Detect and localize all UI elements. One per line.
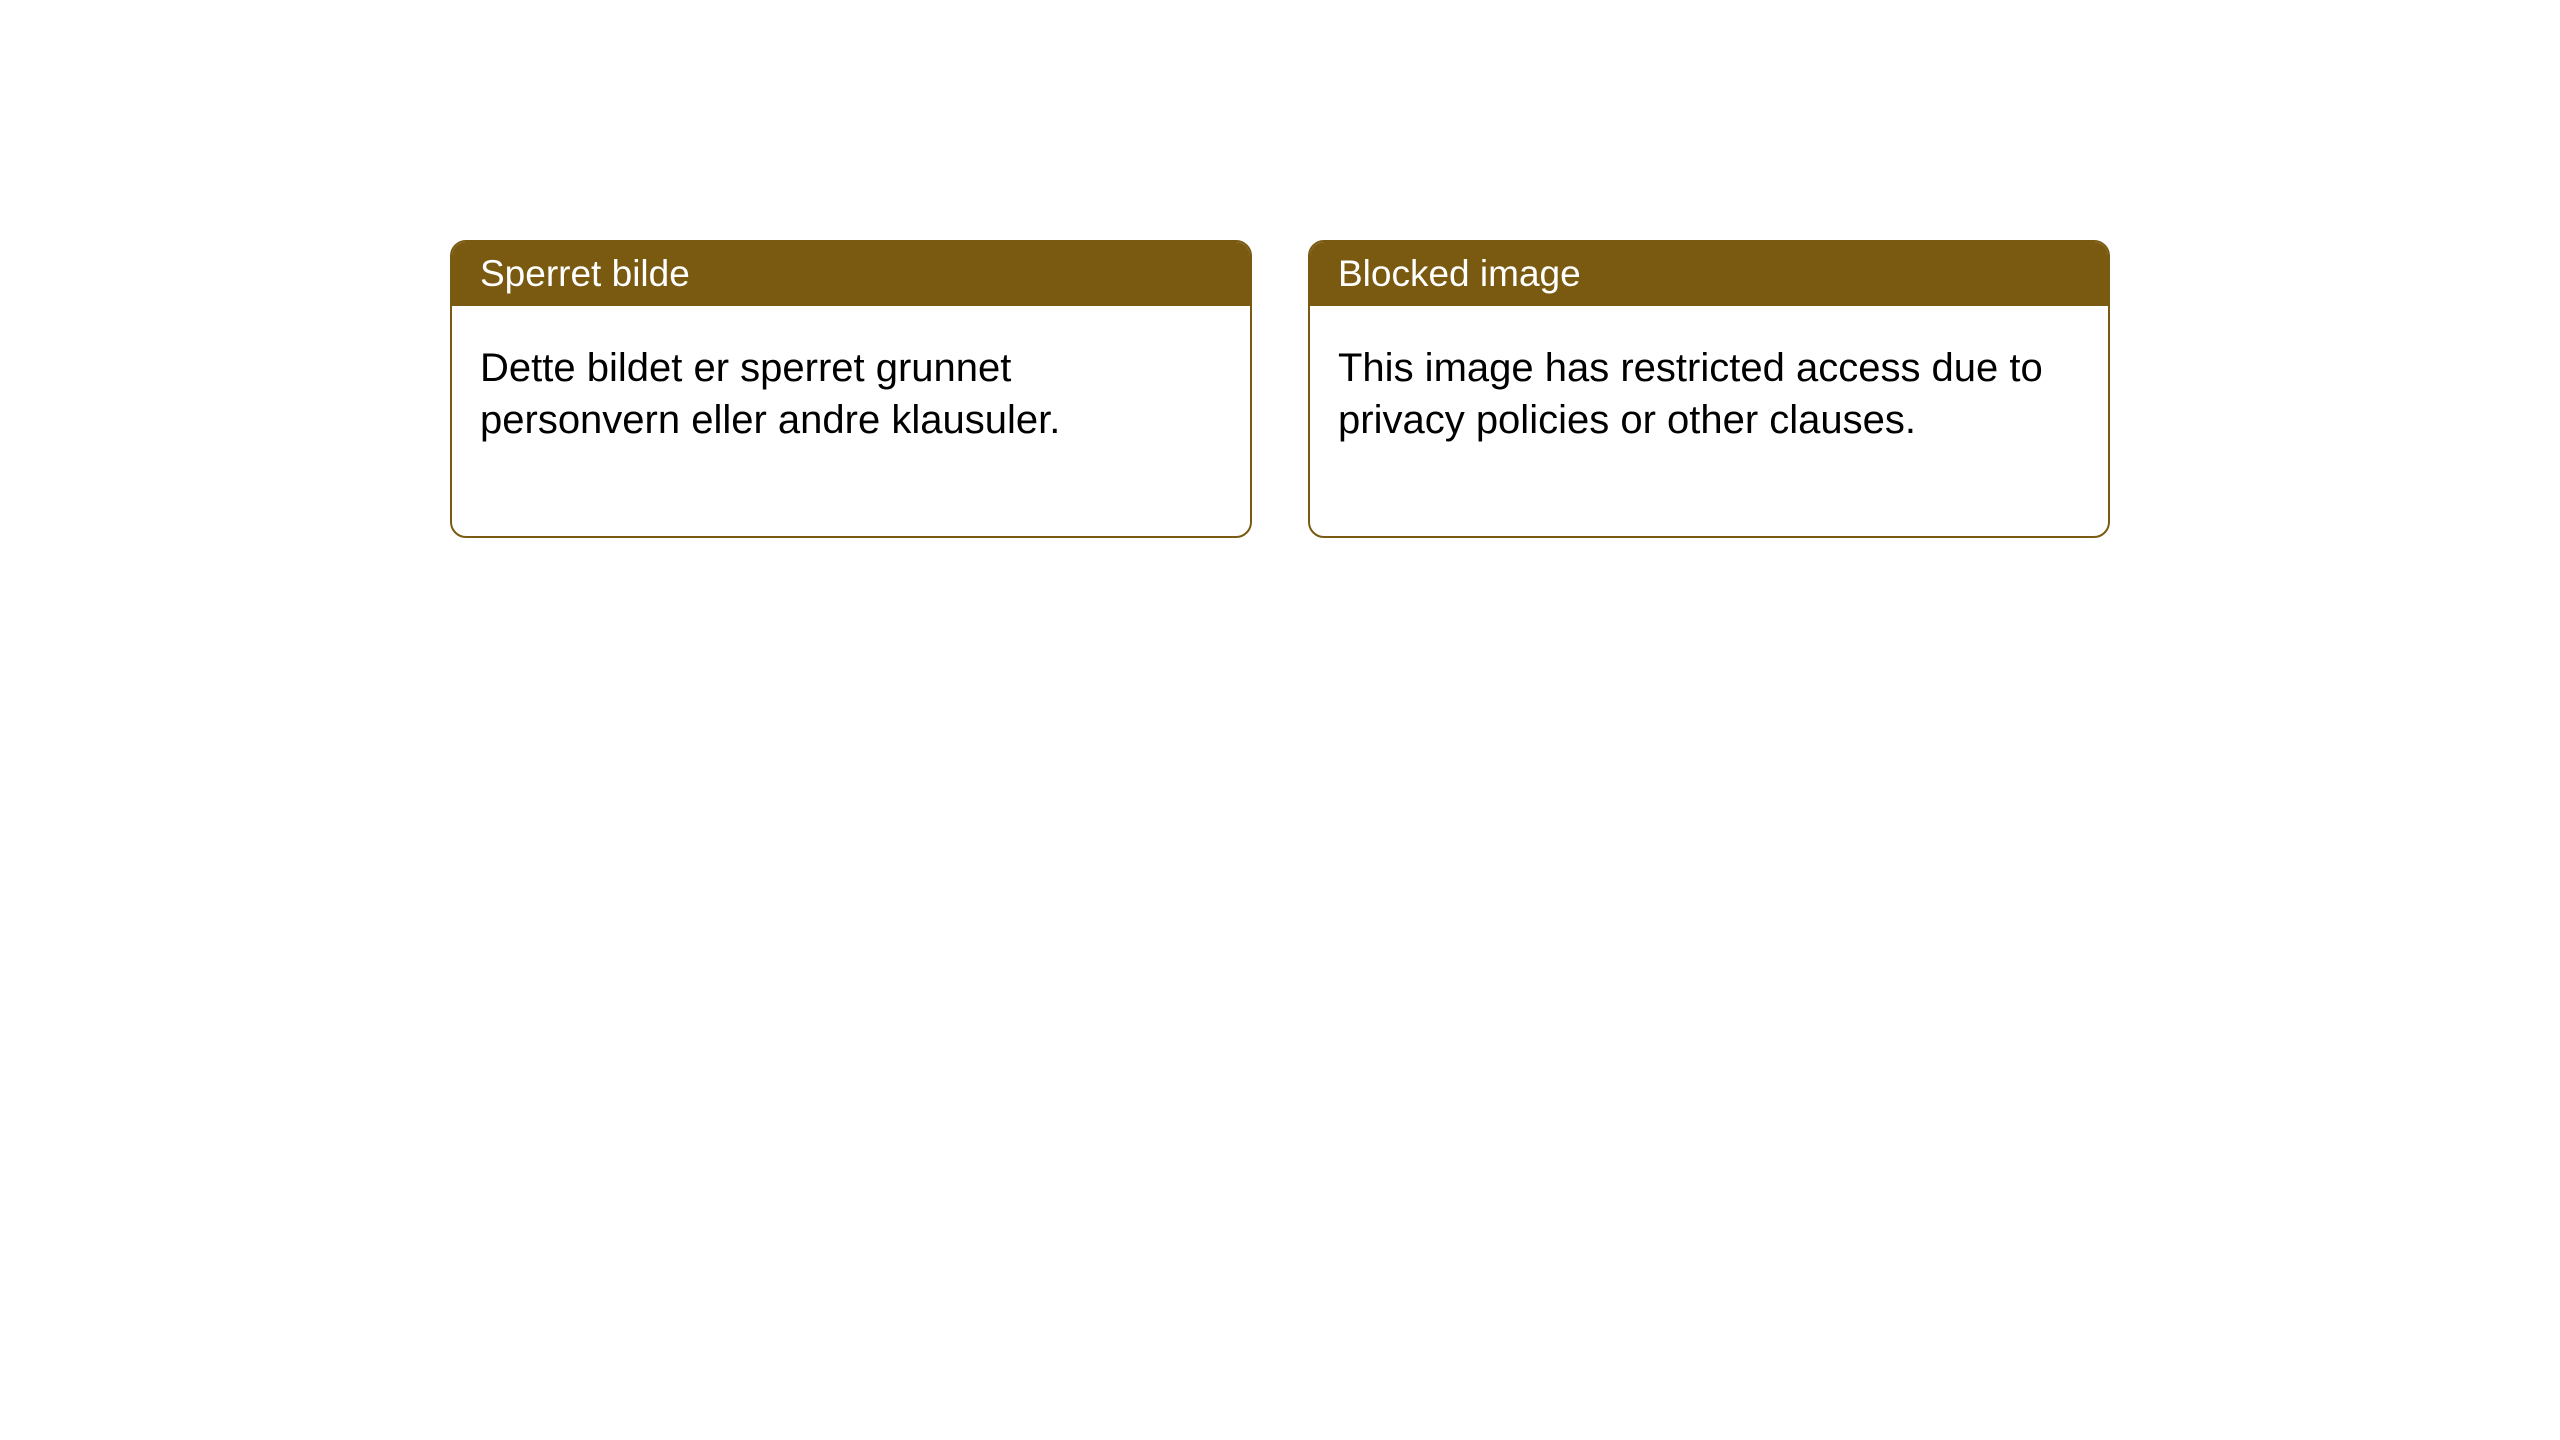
blocked-image-card-norwegian: Sperret bilde Dette bildet er sperret gr…: [450, 240, 1252, 538]
card-header-norwegian: Sperret bilde: [452, 242, 1250, 306]
card-message-norwegian: Dette bildet er sperret grunnet personve…: [480, 342, 1222, 446]
card-message-english: This image has restricted access due to …: [1338, 342, 2080, 446]
card-body-english: This image has restricted access due to …: [1310, 306, 2108, 536]
blocked-image-card-english: Blocked image This image has restricted …: [1308, 240, 2110, 538]
card-body-norwegian: Dette bildet er sperret grunnet personve…: [452, 306, 1250, 536]
card-title-english: Blocked image: [1338, 253, 1581, 294]
notice-container: Sperret bilde Dette bildet er sperret gr…: [450, 240, 2110, 538]
card-title-norwegian: Sperret bilde: [480, 253, 690, 294]
card-header-english: Blocked image: [1310, 242, 2108, 306]
